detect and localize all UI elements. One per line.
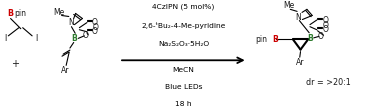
Text: O: O [322,16,328,25]
Text: O: O [91,18,98,27]
Text: MeCN: MeCN [172,67,194,73]
Text: 4CzIPN (5 mol%): 4CzIPN (5 mol%) [152,3,215,10]
Text: B: B [71,34,77,43]
Text: Blue LEDs: Blue LEDs [164,84,202,90]
Text: I: I [36,34,38,43]
Text: 18 h: 18 h [175,100,192,106]
Text: Ar: Ar [296,58,304,67]
Text: N: N [68,18,74,27]
Text: Ar: Ar [61,66,70,75]
Text: O: O [82,31,88,40]
Text: B: B [272,35,278,44]
Text: O: O [323,21,329,30]
Text: Na₂S₂O₃·5H₂O: Na₂S₂O₃·5H₂O [158,41,209,47]
Text: Me: Me [284,1,295,10]
Text: O: O [318,32,324,41]
Text: N: N [296,13,302,22]
Text: O: O [92,23,98,32]
Text: B: B [7,9,13,18]
Text: pin: pin [256,35,268,44]
Text: dr = >20:1: dr = >20:1 [307,78,351,87]
Text: O: O [322,25,328,34]
Text: +: + [11,59,19,69]
Text: Me: Me [53,8,64,17]
Text: O: O [91,27,98,36]
Text: 2,6-ᵗBu₂-4-Me-pyridine: 2,6-ᵗBu₂-4-Me-pyridine [141,22,226,29]
Text: pin: pin [14,9,26,18]
Text: I: I [4,34,6,43]
Text: B: B [307,34,313,43]
